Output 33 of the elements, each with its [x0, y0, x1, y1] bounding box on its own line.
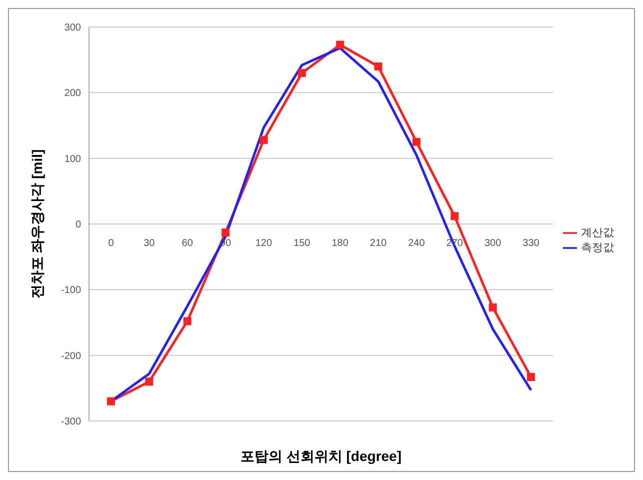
- point: [298, 68, 306, 77]
- y-tick-label: 300: [64, 22, 82, 34]
- point: [183, 317, 192, 326]
- point: [336, 40, 344, 49]
- x-tick-label: 180: [332, 238, 349, 249]
- point: [527, 373, 535, 382]
- y-tick-label: 200: [64, 88, 82, 100]
- point: [107, 397, 115, 406]
- x-tick-label: 210: [370, 238, 388, 249]
- y-tick-label: -300: [60, 416, 82, 428]
- point: [222, 228, 230, 237]
- x-tick-label: 0: [108, 238, 114, 249]
- x-tick-label: 240: [408, 238, 426, 249]
- x-tick-label: 150: [294, 238, 311, 249]
- x-axis-title: 포탑의 선회위치 [degree]: [240, 448, 402, 464]
- x-tick-label: 300: [484, 238, 502, 249]
- point: [412, 138, 420, 146]
- point: [374, 62, 382, 70]
- point: [488, 303, 497, 312]
- x-tick-label: 30: [144, 238, 156, 249]
- y-tick-label: 0: [75, 220, 82, 231]
- point: [145, 378, 154, 386]
- y-tick-label: -100: [60, 285, 82, 296]
- y-axis-title: 전차포 좌우경사각 [mil]: [28, 149, 45, 299]
- point: [450, 212, 459, 220]
- x-tick-label: 60: [182, 238, 194, 249]
- point: [260, 136, 268, 144]
- x-tick-label: 330: [522, 238, 540, 249]
- y-tick-label: 100: [64, 154, 82, 165]
- legend-label: 계산값: [581, 226, 614, 239]
- x-tick-label: 120: [255, 238, 273, 249]
- legend-label: 측정값: [581, 242, 614, 254]
- y-tick-label: -200: [60, 350, 82, 362]
